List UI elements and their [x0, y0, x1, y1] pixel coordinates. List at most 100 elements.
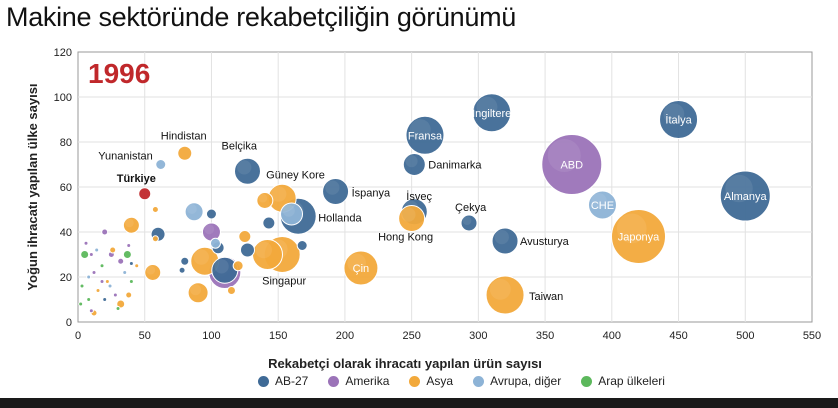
bubble-point: [115, 306, 121, 311]
bubble-point: [155, 159, 167, 170]
bubble-label: Hollanda: [318, 212, 362, 224]
bubble-point: [86, 297, 92, 302]
bubble-point: [209, 237, 221, 249]
bubble-point: [128, 279, 134, 284]
bubble-highlight: [462, 216, 472, 226]
x-tick-label: 100: [202, 330, 220, 342]
bubble-point: [101, 228, 109, 236]
x-tick-label: 300: [469, 330, 487, 342]
bubble-point: [138, 187, 152, 201]
legend-item: Asya: [409, 374, 453, 388]
bubble-point: [233, 157, 261, 185]
bubble-point: [91, 270, 97, 275]
bubble-point: [122, 270, 128, 275]
bubble-point: [144, 264, 162, 281]
bubble-highlight: [124, 218, 134, 228]
bubble-point: [79, 283, 85, 289]
x-tick-label: 500: [736, 330, 754, 342]
bubble-point: [151, 235, 159, 243]
bubble-label: Yunanistan: [98, 151, 152, 163]
bubble-highlight: [409, 119, 431, 140]
bubble-point: [99, 279, 105, 284]
bubble-point: [94, 247, 100, 253]
bubble-label: Hong Kong: [378, 232, 433, 244]
bubble-point: [102, 297, 108, 302]
bubble-point: [184, 202, 204, 222]
bubble-point: [232, 260, 244, 272]
bubble-point: [125, 291, 133, 299]
legend-label: Amerika: [345, 374, 390, 388]
bubble-label: Singapur: [262, 276, 306, 288]
bubble-highlight: [258, 193, 268, 203]
bubble-highlight: [663, 103, 685, 125]
bubble-point: [117, 257, 125, 265]
y-tick-label: 100: [54, 92, 72, 104]
bubble-label: ABD: [560, 160, 583, 172]
y-tick-label: 120: [54, 47, 72, 59]
bubble-label: Çekya: [455, 202, 487, 214]
bubble-label: Avusturya: [520, 236, 570, 248]
bubble-highlight: [190, 284, 202, 296]
year-annotation: 1996: [88, 58, 151, 89]
y-tick-label: 40: [60, 227, 72, 239]
legend-color-dot: [581, 375, 593, 387]
bubble-highlight: [401, 207, 416, 222]
bubble-highlight: [237, 160, 252, 175]
bubble-point: [262, 216, 276, 230]
bubble-label: Hindistan: [161, 130, 207, 142]
bubble-point: [719, 170, 771, 222]
x-tick-label: 350: [536, 330, 554, 342]
legend-item: Avrupa, diğer: [473, 374, 561, 388]
bubble-highlight: [193, 249, 209, 265]
bubble-label: Fransa: [408, 130, 443, 142]
bubble-point: [398, 205, 426, 232]
bubble-point: [180, 256, 190, 266]
bubble-label: İsveç: [406, 190, 432, 203]
y-tick-label: 20: [60, 272, 72, 284]
bubble-point: [95, 288, 101, 293]
page-title: Makine sektöründe rekabetçiliğin görünüm…: [6, 2, 516, 32]
bubble-point: [611, 209, 667, 264]
bubble-point: [88, 252, 94, 257]
bubble-highlight: [494, 229, 509, 245]
bubble-point: [80, 250, 90, 259]
x-tick-label: 550: [803, 330, 821, 342]
bubble-point: [405, 115, 445, 155]
bubble-highlight: [282, 204, 295, 217]
x-tick-label: 200: [336, 330, 354, 342]
bubble-highlight: [547, 139, 581, 172]
bubble-point: [128, 261, 134, 266]
x-tick-label: 450: [669, 330, 687, 342]
y-tick-label: 0: [66, 317, 72, 329]
y-tick-label: 60: [60, 182, 72, 194]
bubble-highlight: [405, 155, 418, 168]
bubble-point: [86, 274, 92, 280]
bubble-point: [126, 243, 132, 248]
bubble-point: [238, 230, 252, 243]
bubble-point: [116, 299, 126, 309]
bubble-point: [134, 263, 140, 269]
y-axis-label: Yoğun ihracatı yapılan ülke sayısı: [25, 83, 40, 290]
bubble-point: [107, 283, 113, 289]
bubble-highlight: [204, 224, 215, 235]
bubble-highlight: [616, 213, 647, 244]
bubble-point: [226, 286, 236, 295]
bubble-point: [151, 206, 159, 213]
bubble-point: [99, 263, 105, 269]
legend-label: AB-27: [275, 374, 309, 388]
bubble-point: [177, 145, 193, 161]
bubble-point: [239, 242, 255, 258]
bubble-highlight: [347, 253, 367, 273]
legend-label: Avrupa, diğer: [490, 374, 562, 388]
bubble-highlight: [489, 278, 511, 300]
bubble-point: [322, 178, 350, 205]
legend-color-dot: [258, 375, 269, 387]
bubble-point: [205, 208, 217, 220]
legend-item: Amerika: [328, 374, 389, 388]
bubble-point: [296, 240, 308, 251]
bubble-point: [460, 214, 478, 232]
chart-legend: AB-27 Amerika Asya Avrupa, diğer Arap ülkele…: [258, 374, 665, 388]
bubble-label: Güney Kore: [266, 169, 325, 181]
x-tick-label: 0: [75, 330, 81, 342]
